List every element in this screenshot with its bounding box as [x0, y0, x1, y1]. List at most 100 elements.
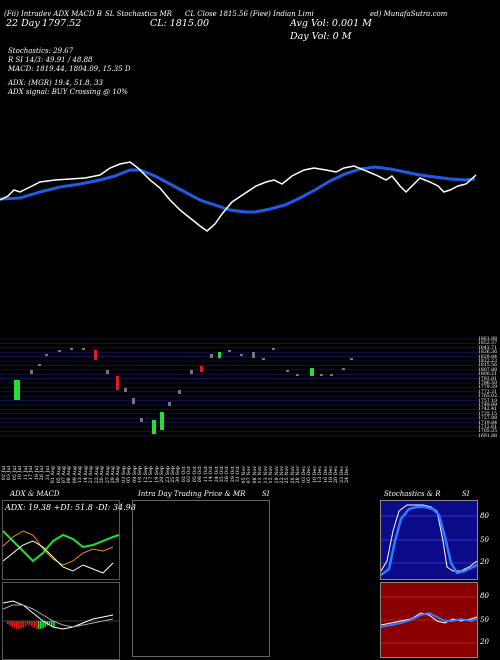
candle: [124, 388, 127, 392]
header-value: 1797.52: [42, 18, 82, 29]
stochastics-panel: [380, 500, 478, 580]
macd-bar: [24, 621, 27, 627]
candle: [218, 352, 221, 358]
header-company: (Fiee) Indian Limi: [250, 10, 314, 18]
stochastics-chart: [381, 504, 477, 576]
stoch-line: Stochastics: 29.67: [8, 47, 74, 55]
intraday-si: SI: [262, 490, 270, 498]
price-axis-label: 1786.50: [478, 381, 497, 386]
date-label: 26 Aug: [100, 466, 106, 484]
candle: [296, 374, 299, 376]
date-label: 13 Nov: [263, 466, 269, 484]
candle: [30, 370, 33, 374]
candle: [200, 366, 203, 372]
date-label: 31 Oct: [236, 466, 242, 483]
rsi-axis-80: 80: [480, 592, 489, 600]
date-label: 19 Nov: [274, 466, 280, 484]
macd-bar: [26, 621, 29, 625]
macd-bar: [40, 621, 42, 629]
candle: [94, 350, 97, 360]
price-axis-label: 1815.56: [478, 363, 497, 369]
price-axis-label: 1765.02: [478, 394, 497, 400]
price-axis-label: 1800.21: [478, 372, 497, 378]
candle: [14, 380, 20, 400]
date-label: 31 Jul: [45, 466, 51, 481]
macd-bar: [18, 621, 20, 629]
rsi-axis-20: 20: [480, 638, 489, 646]
date-label: 08 Aug: [67, 466, 73, 484]
avg-vol: Avg Vol: 0.001 M: [290, 18, 372, 29]
date-axis: 02 Jul 03 Jul 05 Jul 10 Jul 11 Jul 17 Jul 19 J…: [0, 466, 480, 486]
macd-bar: [7, 621, 9, 624]
date-label: 30 Aug: [116, 466, 122, 484]
candle: [45, 354, 48, 356]
price-axis-label: 1861.88: [478, 337, 497, 342]
date-label: 21 Aug: [89, 466, 95, 484]
candle: [228, 350, 231, 352]
macd-bar: [33, 621, 35, 628]
candle: [240, 354, 243, 356]
price-axis-label: 1836.36: [478, 350, 497, 356]
date-label: 16 Dec: [323, 466, 329, 483]
intraday-panel: [132, 500, 270, 657]
candle: [152, 420, 156, 434]
date-label: 15 Nov: [269, 466, 275, 484]
header-stoch-title: SL Stochastics MR: [105, 10, 172, 18]
candle: [330, 374, 333, 376]
price-axis-label: 1749.89: [478, 403, 497, 408]
stoch-panel-title: Stochastics & R: [384, 490, 441, 498]
date-label: 23 Sep: [165, 466, 171, 483]
header-date: 22 Day: [6, 18, 40, 29]
candle: [350, 358, 353, 360]
header-company-tail: ed) MunafaSutra.com: [370, 10, 448, 18]
adx-lines: [3, 530, 119, 574]
price-axis-label: 1691.88: [478, 433, 497, 439]
candle: [132, 398, 135, 404]
macd-bar: [11, 621, 13, 628]
date-label: 03 Dec: [301, 466, 307, 483]
date-label: 10 Dec: [312, 466, 318, 483]
date-label: 25 Nov: [285, 466, 291, 484]
price-axis-label: 1719.84: [478, 420, 497, 426]
date-label: 08 Nov: [252, 466, 258, 484]
macd-bar: [22, 621, 24, 628]
date-label: 24 Dec: [345, 466, 351, 483]
candle: [168, 402, 171, 406]
date-label: 11 Nov: [258, 466, 264, 484]
date-label: 14 Aug: [83, 466, 89, 484]
header-left-title: (Fii) Intradev ADX MACD B: [4, 10, 102, 18]
date-label: 05 Sep: [127, 466, 133, 483]
rsi-chart: [381, 596, 477, 644]
date-label: 10 Jul: [18, 466, 24, 481]
macd-bar: [48, 621, 51, 625]
candle: [252, 352, 255, 358]
date-label: 01 Aug: [51, 466, 57, 484]
macd-line: MACD: 1819.44, 1804.09, 15.35 D: [8, 65, 131, 73]
price-axis-label: 1742.41: [478, 407, 497, 413]
adx-panel-title: ADX & MACD: [10, 490, 60, 498]
date-label: 28 Oct: [225, 466, 231, 483]
date-label: 12 Sep: [143, 466, 149, 483]
candle: [190, 370, 193, 374]
macd-bar: [9, 621, 11, 626]
macd-panel: [2, 582, 120, 660]
date-label: 17 Sep: [149, 466, 155, 483]
price-level-chart: [0, 338, 478, 437]
candle: [286, 370, 289, 372]
date-label: 08 Oct: [198, 466, 204, 483]
date-label: 05 Dec: [307, 466, 313, 483]
macd-bar: [44, 621, 46, 627]
close-label: CL: 1815.00: [150, 18, 210, 29]
date-label: 11 Oct: [203, 466, 209, 483]
price-axis-label: 1822.23: [478, 359, 497, 364]
candle: [70, 348, 73, 350]
price-gridlines: [0, 338, 478, 437]
price-axis-label: 1829.84: [478, 354, 497, 360]
intraday-title: Intra Day Trading Price & MR: [138, 490, 246, 498]
rsi-panel: [380, 582, 478, 658]
ma-chart: [0, 161, 477, 232]
price-line: [0, 161, 477, 232]
date-label: 03 Jul: [7, 466, 13, 481]
candle: [310, 368, 314, 376]
candle: [140, 418, 143, 422]
